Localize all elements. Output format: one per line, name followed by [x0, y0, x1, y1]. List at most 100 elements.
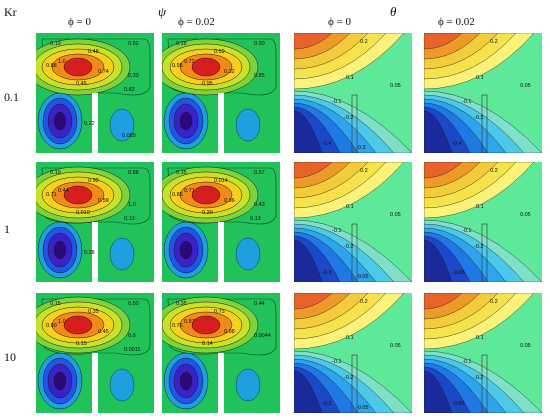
- contour-value-label: -0.2: [344, 115, 353, 121]
- contour-value-label: 0.22: [84, 121, 95, 127]
- theta-cold-isotherm: [294, 110, 323, 153]
- contour-value-label: -0.4: [322, 141, 331, 147]
- contour-value-label: -0.3: [322, 401, 331, 407]
- contour-value-label: 0.2: [490, 168, 498, 174]
- baffle: [351, 94, 358, 153]
- column-label-theta-phi002: ϕ = 0.02: [438, 16, 475, 28]
- contour-value-label: -0.05: [356, 405, 369, 411]
- contour-value-label: 0.85: [254, 73, 265, 79]
- psi-positive-contour: [63, 185, 93, 205]
- contour-value-label: 0.0044: [254, 333, 271, 339]
- contour-value-label: 0.05: [520, 83, 531, 89]
- contour-value-label: 0.14: [202, 341, 213, 347]
- contour-value-label: 0.96: [224, 198, 235, 204]
- baffle: [92, 353, 98, 413]
- baffle: [481, 223, 488, 282]
- theta-contour-plot: 0.2 0.1 0.05 -0.1 -0.2 -0.4 -0.3: [294, 33, 412, 153]
- contour-value-label: -0.3: [322, 270, 331, 276]
- column-label-psi-phi002: ϕ = 0.02: [178, 16, 215, 28]
- contour-value-label: 0.13: [250, 216, 261, 222]
- theta-hot-isotherm: [424, 33, 463, 50]
- psi-panel: 0.15 0.35 0.50 0.90 1.0 0.45 0.8 0.15 0.0011: [36, 293, 154, 413]
- contour-value-label: 0.90: [88, 178, 99, 184]
- contour-value-label: -0.1: [332, 99, 341, 105]
- contour-value-label: 0.19: [50, 170, 61, 176]
- theta-panel: 0.2 0.1 0.05 -0.1 -0.2 -0.4: [424, 33, 542, 153]
- theta-cold-isotherm: [424, 239, 453, 282]
- contour-value-label: 0.35: [88, 309, 99, 315]
- baffle: [218, 353, 224, 413]
- column-label-theta-phi0: ϕ = 0: [328, 16, 351, 28]
- baffle: [351, 354, 358, 413]
- psi-negative-contour: [179, 371, 193, 391]
- column-label-psi-phi0: ϕ = 0: [68, 16, 91, 28]
- contour-value-label: 0.20: [202, 210, 213, 216]
- contour-value-label: 0.010: [76, 210, 90, 216]
- theta-panel: 0.2 0.1 0.05 -0.1 -0.2 -0.4 -0.3: [294, 33, 412, 153]
- theta-hot-isotherm: [424, 162, 463, 179]
- contour-value-label: 0.1: [346, 75, 354, 81]
- contour-value-label: 0.15: [76, 341, 87, 347]
- contour-value-label: 0.95: [172, 63, 183, 69]
- contour-value-label: -0.2: [344, 375, 353, 381]
- contour-value-label: -0.1: [462, 99, 471, 105]
- contour-value-label: 0.73: [214, 309, 225, 315]
- theta-contour-plot: 0.2 0.1 0.05 -0.1 -0.2 -0.05: [424, 293, 542, 413]
- psi-positive-contour: [63, 315, 93, 335]
- contour-value-label: 0.1: [476, 335, 484, 341]
- contour-value-label: 0.48: [88, 49, 99, 55]
- psi-negative-contour: [53, 371, 67, 391]
- contour-value-label: 0.43: [254, 202, 265, 208]
- psi-panel: 0.19 0.90 0.88 0.71 0.44 0.59 1.0 0.010 0.13 0.28: [36, 162, 154, 282]
- theta-hot-isotherm: [294, 162, 333, 179]
- theta-contour-plot: 0.2 0.1 0.05 -0.1 -0.2 -0.3 -0.05: [294, 162, 412, 282]
- contour-value-label: 1.0: [128, 202, 136, 208]
- contour-value-label: 0.33: [128, 73, 139, 79]
- psi-contour-plot: 0.35 0.014 0.57 0.850.71 0.96 0.43 0.20 0.13: [162, 162, 280, 282]
- row-label-kr-1: 1: [4, 222, 10, 236]
- psi-secondary-cell: [109, 368, 135, 402]
- psi-panel: 0.18 0.59 0.90 0.95 0.72 0.32 0.85 0.95: [162, 33, 280, 153]
- baffle: [92, 93, 98, 153]
- theta-panel: 0.2 0.1 0.05 -0.1 -0.2 -0.05: [424, 293, 542, 413]
- psi-negative-contour: [53, 111, 67, 131]
- contour-value-label: 0.28: [84, 250, 95, 256]
- contour-value-label: 0.72: [184, 59, 195, 65]
- contour-value-label: 0.88: [46, 63, 57, 69]
- contour-value-label: 0.76: [172, 323, 183, 329]
- theta-panel: 0.2 0.1 0.05 -0.1 -0.2 -0.05: [424, 162, 542, 282]
- theta-cold-isotherm: [294, 239, 323, 282]
- psi-contour-plot: 0.35 0.73 0.44 0.760.87 0.98 0.0044 0.14: [162, 293, 280, 413]
- psi-panel: 0.35 0.73 0.44 0.76 0.87 0.98 0.0044 0.14: [162, 293, 280, 413]
- contour-value-label: 0.57: [254, 170, 265, 176]
- contour-value-label: 0.2: [490, 299, 498, 305]
- contour-value-label: 0.1: [346, 335, 354, 341]
- theta-cold-isotherm: [424, 370, 453, 413]
- contour-value-label: 0.71: [184, 188, 195, 194]
- contour-value-label: -0.2: [474, 375, 483, 381]
- contour-value-label: 0.05: [520, 212, 531, 218]
- psi-negative-contour: [179, 111, 193, 131]
- contour-value-label: 0.8: [128, 333, 136, 339]
- psi-secondary-cell: [109, 237, 135, 271]
- baffle: [351, 223, 358, 282]
- contour-value-label: -0.4: [452, 141, 461, 147]
- contour-value-label: 0.74: [98, 69, 109, 75]
- baffle: [92, 222, 98, 282]
- psi-panel: 0.35 0.014 0.57 0.85 0.71 0.96 0.43 0.20 0.13: [162, 162, 280, 282]
- psi-secondary-cell: [235, 237, 261, 271]
- psi-positive-contour: [191, 57, 221, 77]
- contour-value-label: -0.2: [474, 115, 483, 121]
- contour-value-label: 0.2: [360, 39, 368, 45]
- psi-positive-contour: [63, 57, 93, 77]
- row-label-kr-0.1: 0.1: [4, 90, 19, 104]
- psi-secondary-cell: [109, 108, 135, 142]
- contour-value-label: -0.05: [452, 270, 465, 276]
- contour-value-label: -0.1: [332, 228, 341, 234]
- contour-value-label: 0.88: [128, 170, 139, 176]
- contour-value-label: -0.2: [474, 244, 483, 250]
- contour-value-label: 0.85: [172, 192, 183, 198]
- contour-value-label: 0.085: [122, 133, 136, 139]
- contour-value-label: 0.35: [176, 170, 187, 176]
- theta-panel: 0.2 0.1 0.05 -0.1 -0.2 -0.3 -0.05: [294, 293, 412, 413]
